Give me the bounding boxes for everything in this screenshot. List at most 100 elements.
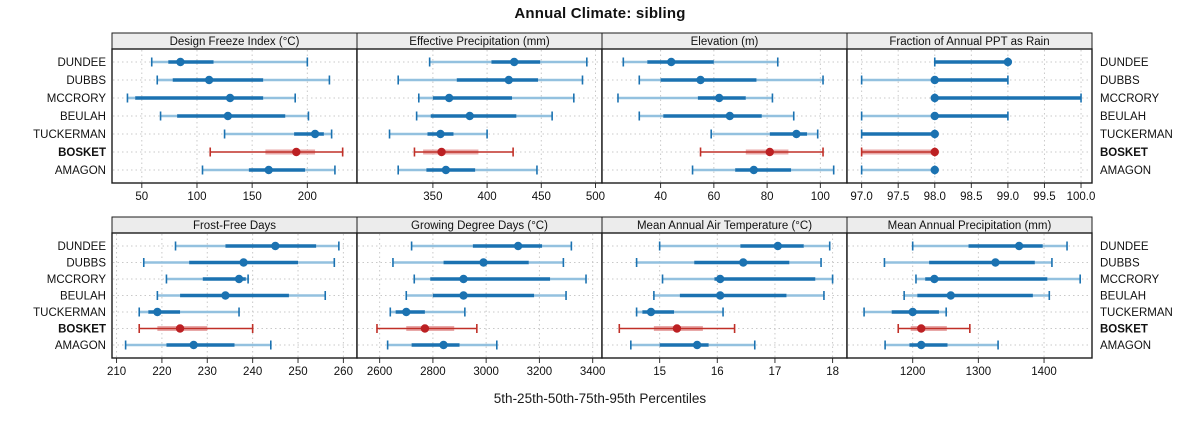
site-label-left: TUCKERMAN <box>33 307 106 319</box>
axis-tick-label: 450 <box>532 191 551 203</box>
axis-tick-label: 2600 <box>367 366 393 378</box>
axis-tick-label: 150 <box>243 191 262 203</box>
median-dot <box>917 324 926 333</box>
median-dot <box>714 93 724 103</box>
site-label-left: DUNDEE <box>57 241 106 253</box>
axis-tick-label: 400 <box>477 191 496 203</box>
median-dot <box>930 165 939 175</box>
axis-tick-label: 240 <box>243 366 262 378</box>
median-dot <box>792 129 801 139</box>
site-label-left: AMAGON <box>55 340 106 352</box>
axis-tick-label: 210 <box>107 366 126 378</box>
axis-tick-label: 3000 <box>473 366 499 378</box>
median-dot <box>930 147 939 157</box>
median-dot <box>176 57 185 67</box>
median-dot <box>271 241 280 251</box>
median-dot <box>439 340 448 350</box>
median-dot <box>153 307 162 317</box>
site-label-left: DUBBS <box>66 258 106 270</box>
median-dot <box>672 324 682 333</box>
axis-tick-label: 230 <box>198 366 217 378</box>
median-dot <box>459 291 468 300</box>
median-dot <box>930 93 939 103</box>
strip-label: Mean Annual Precipitation (mm) <box>888 220 1052 232</box>
axis-tick-label: 1300 <box>966 366 992 378</box>
site-label-left: DUNDEE <box>57 57 106 69</box>
median-dot <box>667 57 676 67</box>
median-dot <box>991 258 1000 267</box>
site-label-right: DUBBS <box>1100 258 1140 270</box>
chart-title: Annual Climate: sibling <box>514 5 686 22</box>
axis-tick-label: 15 <box>653 366 666 378</box>
median-dot <box>420 324 430 333</box>
median-dot <box>436 129 445 139</box>
axis-tick-label: 350 <box>423 191 442 203</box>
median-dot <box>765 147 774 157</box>
axis-tick-label: 50 <box>135 191 148 203</box>
median-dot <box>930 274 939 284</box>
site-label-left: BOSKET <box>58 324 106 336</box>
axis-tick-label: 3200 <box>527 366 553 378</box>
strip-label: Growing Degree Days (°C) <box>411 220 548 232</box>
axis-tick-label: 97.0 <box>850 191 872 203</box>
panel-border <box>846 48 1093 184</box>
axis-tick-label: 99.0 <box>997 191 1019 203</box>
site-label-left: DUBBS <box>66 75 106 87</box>
site-label-right: DUNDEE <box>1100 57 1149 69</box>
median-dot <box>739 258 748 267</box>
median-dot <box>646 307 656 317</box>
median-dot <box>479 258 488 267</box>
footer-caption: 5th-25th-50th-75th-95th Percentiles <box>493 391 707 406</box>
axis-tick-label: 100 <box>811 191 830 203</box>
site-label-left: MCCRORY <box>47 93 107 105</box>
median-dot <box>715 291 725 300</box>
median-dot <box>773 241 783 251</box>
median-dot <box>917 340 926 350</box>
median-dot <box>441 165 451 175</box>
median-dot <box>930 129 939 139</box>
median-dot <box>513 241 523 251</box>
median-dot <box>310 129 320 139</box>
axis-tick-label: 220 <box>152 366 171 378</box>
median-dot <box>204 75 214 85</box>
axis-tick-label: 100 <box>187 191 206 203</box>
median-dot <box>715 274 725 284</box>
axis-tick-label: 98.0 <box>924 191 946 203</box>
axis-tick-label: 80 <box>761 191 774 203</box>
median-dot <box>725 111 735 121</box>
axis-tick-label: 40 <box>654 191 667 203</box>
median-dot <box>225 93 235 103</box>
panel-border <box>846 232 1093 359</box>
median-dot <box>908 307 917 317</box>
median-dot <box>264 165 273 175</box>
strip-label: Mean Annual Air Temperature (°C) <box>637 220 812 232</box>
axis-tick-label: 98.5 <box>960 191 982 203</box>
median-dot <box>465 111 474 121</box>
strip-label: Effective Precipitation (mm) <box>409 36 550 48</box>
site-label-right: MCCRORY <box>1100 93 1160 105</box>
median-dot <box>692 340 702 350</box>
axis-tick-label: 17 <box>769 366 782 378</box>
axis-tick-label: 3400 <box>580 366 606 378</box>
median-dot <box>223 111 233 121</box>
site-label-right: DUNDEE <box>1100 241 1149 253</box>
median-dot <box>292 147 301 157</box>
strip-label: Frost-Free Days <box>193 220 276 232</box>
median-dot <box>1014 241 1024 251</box>
site-label-left: BEULAH <box>60 291 106 303</box>
site-label-left: MCCRORY <box>47 274 107 286</box>
site-label-right: DUBBS <box>1100 75 1140 87</box>
median-dot <box>234 274 244 284</box>
site-label-left: AMAGON <box>55 165 106 177</box>
site-label-left: BEULAH <box>60 111 106 123</box>
site-label-right: BOSKET <box>1100 324 1148 336</box>
axis-tick-label: 18 <box>826 366 839 378</box>
site-label-left: BOSKET <box>58 147 106 159</box>
site-label-right: TUCKERMAN <box>1100 307 1173 319</box>
site-label-right: AMAGON <box>1100 340 1151 352</box>
site-label-right: BOSKET <box>1100 147 1148 159</box>
site-label-left: TUCKERMAN <box>33 129 106 141</box>
site-label-right: AMAGON <box>1100 165 1151 177</box>
